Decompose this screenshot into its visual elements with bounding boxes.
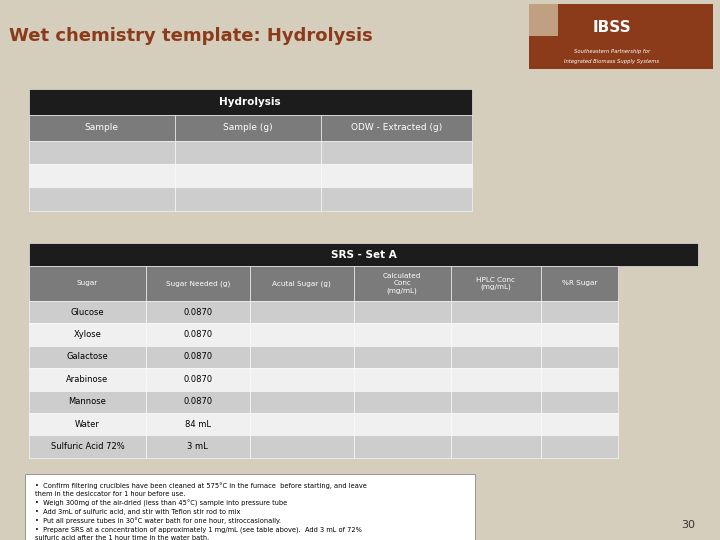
FancyBboxPatch shape bbox=[29, 89, 472, 115]
FancyBboxPatch shape bbox=[354, 301, 451, 323]
FancyBboxPatch shape bbox=[175, 187, 321, 211]
FancyBboxPatch shape bbox=[451, 301, 541, 323]
FancyBboxPatch shape bbox=[541, 435, 618, 458]
FancyBboxPatch shape bbox=[321, 187, 472, 211]
FancyBboxPatch shape bbox=[451, 435, 541, 458]
FancyBboxPatch shape bbox=[146, 323, 250, 346]
FancyBboxPatch shape bbox=[250, 435, 354, 458]
Text: 0.0870: 0.0870 bbox=[184, 330, 212, 339]
FancyBboxPatch shape bbox=[175, 164, 321, 187]
FancyBboxPatch shape bbox=[354, 390, 451, 413]
FancyBboxPatch shape bbox=[451, 266, 541, 301]
Text: 30: 30 bbox=[681, 519, 695, 530]
FancyBboxPatch shape bbox=[29, 115, 175, 140]
FancyBboxPatch shape bbox=[29, 244, 698, 266]
FancyBboxPatch shape bbox=[541, 266, 618, 301]
FancyBboxPatch shape bbox=[451, 413, 541, 435]
FancyBboxPatch shape bbox=[250, 413, 354, 435]
FancyBboxPatch shape bbox=[354, 435, 451, 458]
FancyBboxPatch shape bbox=[541, 413, 618, 435]
FancyBboxPatch shape bbox=[146, 266, 250, 301]
FancyBboxPatch shape bbox=[146, 390, 250, 413]
FancyBboxPatch shape bbox=[250, 301, 354, 323]
FancyBboxPatch shape bbox=[250, 346, 354, 368]
Text: Mannose: Mannose bbox=[68, 397, 107, 406]
Text: Sugar: Sugar bbox=[77, 280, 98, 286]
FancyBboxPatch shape bbox=[541, 301, 618, 323]
FancyBboxPatch shape bbox=[146, 301, 250, 323]
FancyBboxPatch shape bbox=[541, 368, 618, 390]
Text: %R Sugar: %R Sugar bbox=[562, 280, 597, 286]
FancyBboxPatch shape bbox=[321, 115, 472, 140]
Text: Galactose: Galactose bbox=[66, 353, 108, 361]
FancyBboxPatch shape bbox=[321, 140, 472, 164]
Text: 0.0870: 0.0870 bbox=[184, 308, 212, 316]
Text: 84 mL: 84 mL bbox=[185, 420, 211, 429]
FancyBboxPatch shape bbox=[29, 368, 146, 390]
Text: Southeastern Partnership for: Southeastern Partnership for bbox=[574, 49, 650, 53]
FancyBboxPatch shape bbox=[451, 368, 541, 390]
FancyBboxPatch shape bbox=[29, 164, 175, 187]
Text: Wet chemistry template: Hydrolysis: Wet chemistry template: Hydrolysis bbox=[9, 28, 372, 45]
FancyBboxPatch shape bbox=[451, 346, 541, 368]
FancyBboxPatch shape bbox=[250, 266, 354, 301]
FancyBboxPatch shape bbox=[541, 390, 618, 413]
FancyBboxPatch shape bbox=[29, 435, 146, 458]
FancyBboxPatch shape bbox=[29, 390, 146, 413]
FancyBboxPatch shape bbox=[146, 346, 250, 368]
FancyBboxPatch shape bbox=[354, 266, 451, 301]
FancyBboxPatch shape bbox=[25, 474, 475, 540]
Text: 0.0870: 0.0870 bbox=[184, 353, 212, 361]
FancyBboxPatch shape bbox=[451, 323, 541, 346]
Text: Arabinose: Arabinose bbox=[66, 375, 109, 384]
FancyBboxPatch shape bbox=[354, 323, 451, 346]
Text: Glucose: Glucose bbox=[71, 308, 104, 316]
Text: IBSS: IBSS bbox=[593, 20, 631, 35]
Text: Sample: Sample bbox=[85, 123, 119, 132]
Text: Acutal Sugar (g): Acutal Sugar (g) bbox=[272, 280, 331, 287]
Text: Xylose: Xylose bbox=[73, 330, 102, 339]
FancyBboxPatch shape bbox=[529, 4, 558, 36]
Text: Sulfuric Acid 72%: Sulfuric Acid 72% bbox=[50, 442, 125, 451]
FancyBboxPatch shape bbox=[541, 323, 618, 346]
FancyBboxPatch shape bbox=[146, 435, 250, 458]
Text: SRS - Set A: SRS - Set A bbox=[330, 249, 397, 260]
Text: Integrated Biomass Supply Systems: Integrated Biomass Supply Systems bbox=[564, 59, 660, 64]
Text: Sugar Needed (g): Sugar Needed (g) bbox=[166, 280, 230, 287]
Text: ODW - Extracted (g): ODW - Extracted (g) bbox=[351, 123, 442, 132]
Text: 0.0870: 0.0870 bbox=[184, 375, 212, 384]
FancyBboxPatch shape bbox=[250, 323, 354, 346]
FancyBboxPatch shape bbox=[29, 140, 175, 164]
FancyBboxPatch shape bbox=[29, 323, 146, 346]
FancyBboxPatch shape bbox=[175, 115, 321, 140]
Text: Calculated
Conc
(mg/mL): Calculated Conc (mg/mL) bbox=[383, 273, 421, 294]
FancyBboxPatch shape bbox=[321, 164, 472, 187]
FancyBboxPatch shape bbox=[541, 346, 618, 368]
FancyBboxPatch shape bbox=[29, 346, 146, 368]
FancyBboxPatch shape bbox=[354, 368, 451, 390]
Text: 3 mL: 3 mL bbox=[187, 442, 208, 451]
Text: Sample (g): Sample (g) bbox=[223, 123, 273, 132]
FancyBboxPatch shape bbox=[250, 368, 354, 390]
FancyBboxPatch shape bbox=[354, 346, 451, 368]
FancyBboxPatch shape bbox=[29, 301, 146, 323]
FancyBboxPatch shape bbox=[146, 413, 250, 435]
Text: HPLC Conc
(mg/mL): HPLC Conc (mg/mL) bbox=[477, 276, 516, 290]
FancyBboxPatch shape bbox=[529, 4, 713, 69]
FancyBboxPatch shape bbox=[146, 368, 250, 390]
Text: Water: Water bbox=[75, 420, 100, 429]
Text: 0.0870: 0.0870 bbox=[184, 397, 212, 406]
FancyBboxPatch shape bbox=[29, 266, 146, 301]
FancyBboxPatch shape bbox=[29, 413, 146, 435]
FancyBboxPatch shape bbox=[354, 413, 451, 435]
FancyBboxPatch shape bbox=[451, 390, 541, 413]
FancyBboxPatch shape bbox=[175, 140, 321, 164]
FancyBboxPatch shape bbox=[29, 187, 175, 211]
Text: Hydrolysis: Hydrolysis bbox=[220, 97, 281, 107]
Text: •  Confirm filtering crucibles have been cleaned at 575°C in the furnace  before: • Confirm filtering crucibles have been … bbox=[35, 482, 366, 540]
FancyBboxPatch shape bbox=[250, 390, 354, 413]
